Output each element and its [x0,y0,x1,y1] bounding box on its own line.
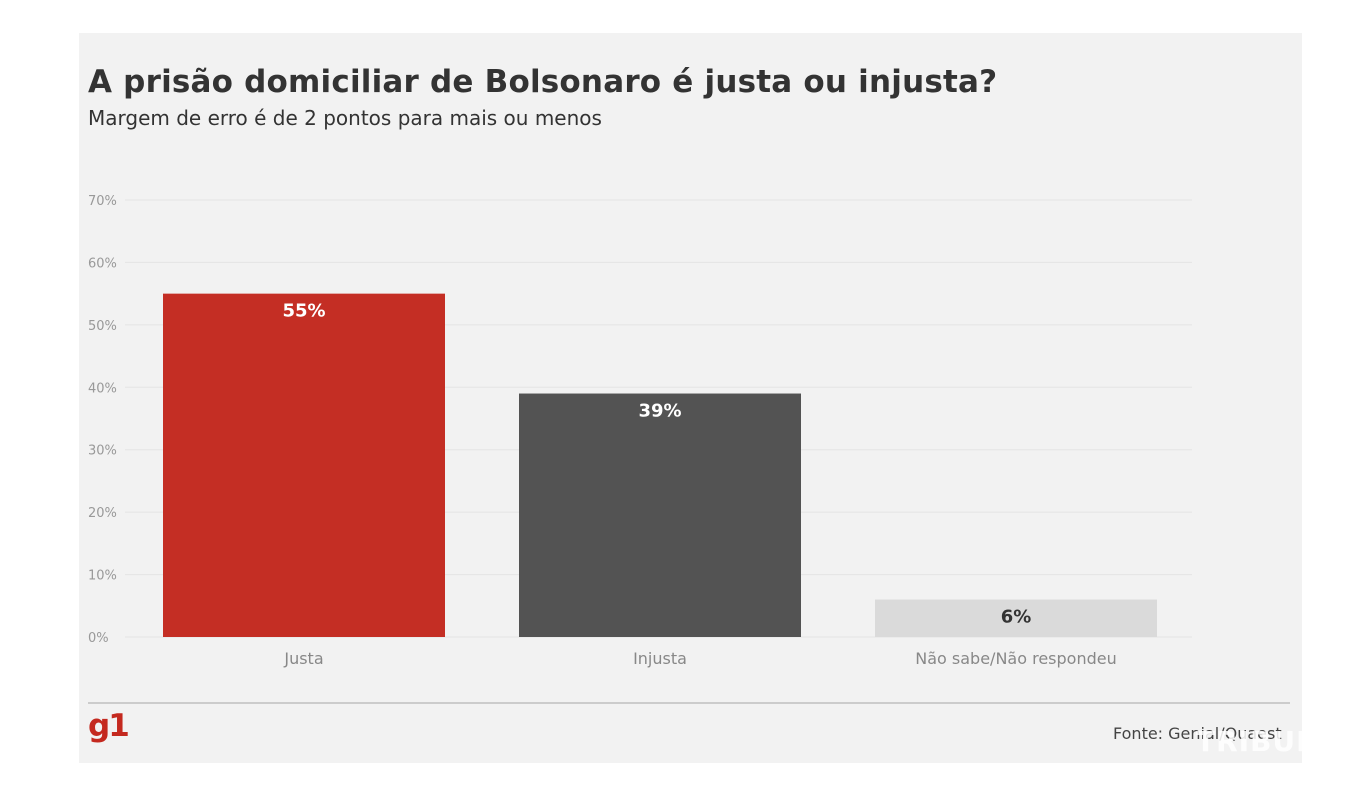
x-category-label: Injusta [633,649,687,668]
y-tick-label: 10% [88,569,117,584]
footer-divider [88,702,1290,704]
y-tick-label: 50% [88,319,117,334]
x-category-label: Justa [283,649,323,668]
x-axis-categories: Justa Injusta Não sabe/Não respondeu [283,649,1116,668]
source-note: Fonte: Genial/Quaest [1113,724,1282,743]
data-label: 39% [638,401,681,422]
bar-2 [519,393,801,637]
bar-3 [875,599,1157,637]
y-tick-label: 20% [88,506,117,521]
y-tick-label: 60% [88,256,117,271]
y-tick-label: 40% [88,381,117,396]
y-tick-label: 70% [88,194,117,209]
watermark: TRIBUNA [1196,725,1344,758]
data-label: 6% [1001,607,1032,628]
y-tick-label: 30% [88,444,117,459]
data-labels: 55% 39% 6% [282,301,1031,628]
bars [163,293,1157,637]
chart-subtitle: Margem de erro é de 2 pontos para mais o… [88,106,602,130]
bar-1 [163,293,445,637]
x-category-label: Não sabe/Não respondeu [915,649,1116,668]
chart-title: A prisão domiciliar de Bolsonaro é justa… [88,64,998,100]
y-tick-label: 0% [88,631,109,646]
data-label: 55% [282,301,325,322]
g1-logo: g1 [88,708,130,744]
y-axis-ticks: 0% 10% 20% 30% 40% 50% 60% 70% [88,194,117,646]
